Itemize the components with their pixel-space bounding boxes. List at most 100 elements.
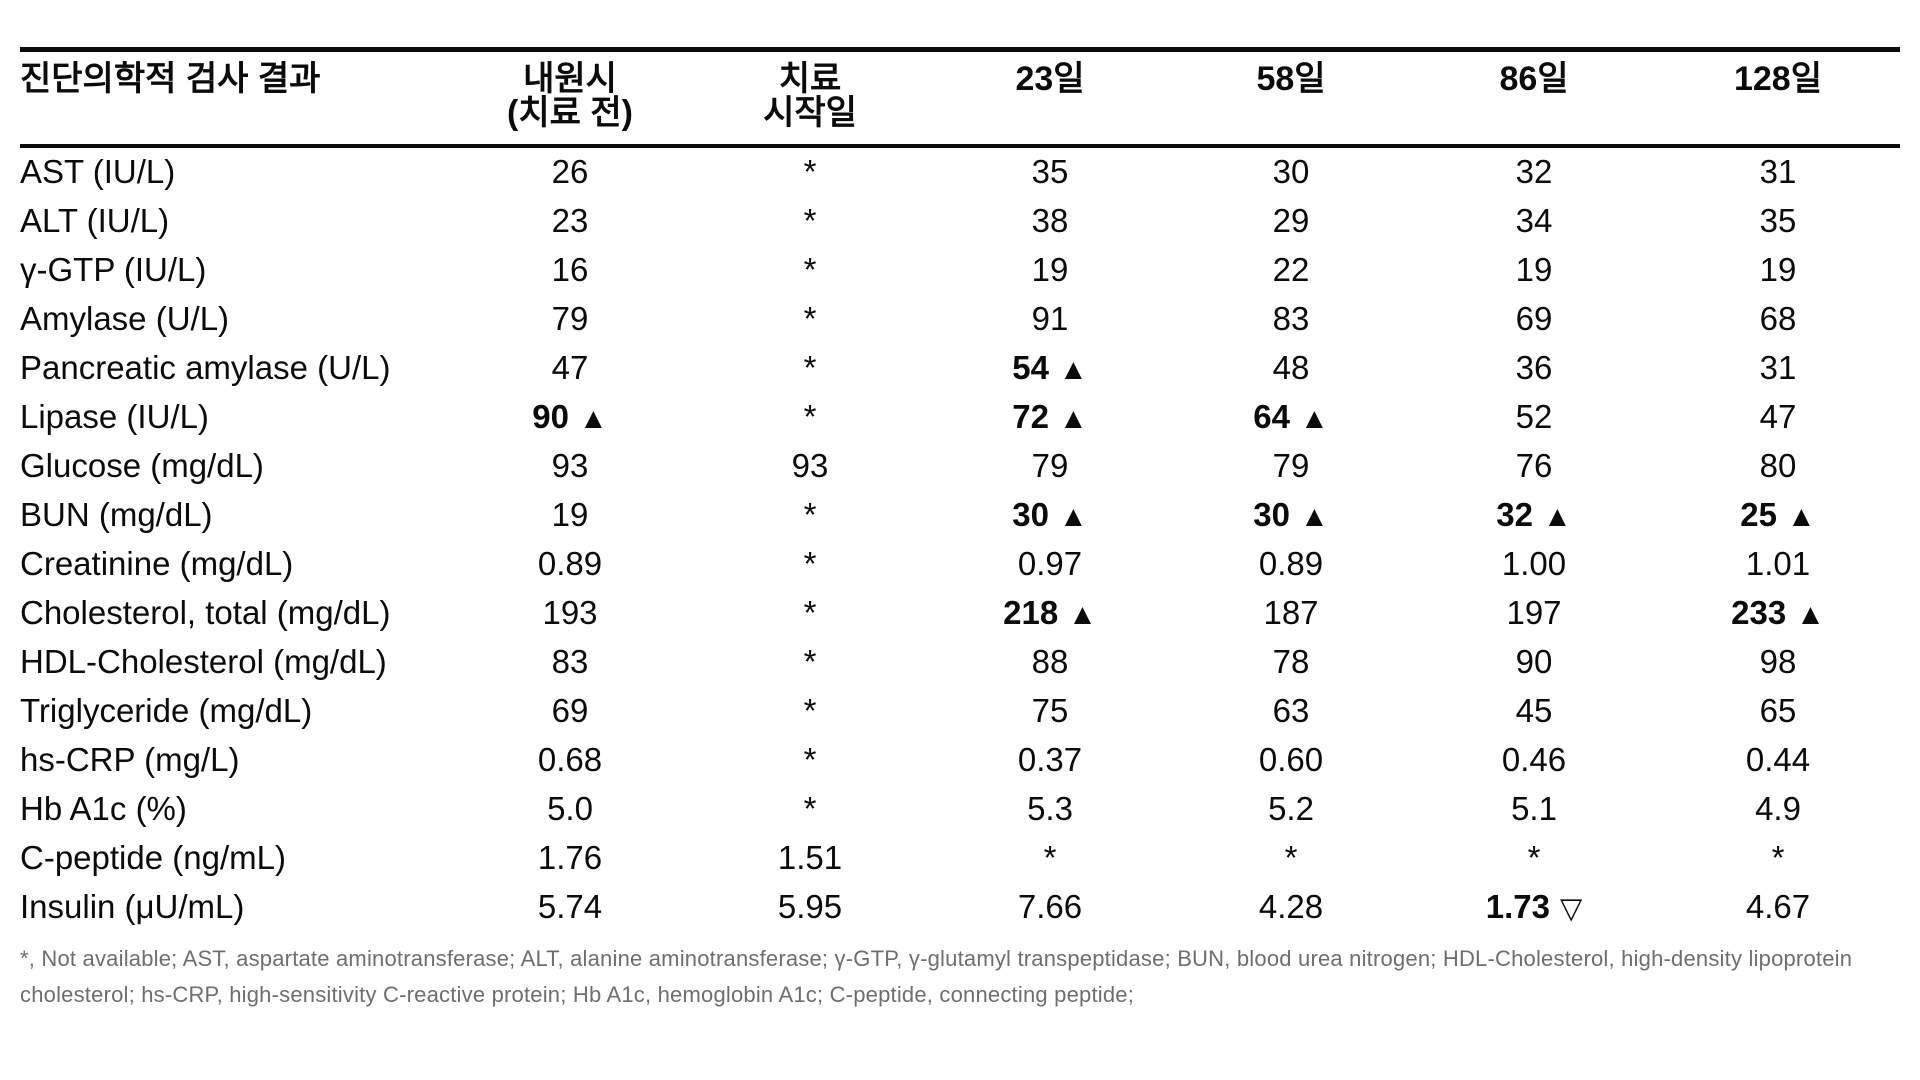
up-triangle-icon: ▲ <box>1300 501 1329 533</box>
value-cell: 19 <box>1656 246 1900 295</box>
cell-value: 38 <box>1031 202 1069 239</box>
value-cell: 91 <box>930 295 1170 344</box>
up-triangle-icon: ▲ <box>1543 501 1572 533</box>
value-cell: * <box>690 246 930 295</box>
header-line: 23일 <box>1015 60 1085 98</box>
cell-value: 69 <box>1515 300 1553 337</box>
value-cell: * <box>1170 834 1412 883</box>
cell-value: 78 <box>1272 643 1310 680</box>
cell-value: 63 <box>1272 692 1310 729</box>
table-row: γ-GTP (IU/L) 16 * 19 22 19 19 <box>20 246 1900 295</box>
value-cell: 0.46 <box>1412 736 1656 785</box>
cell-value: 79 <box>1272 447 1310 484</box>
up-triangle-icon: ▲ <box>579 403 608 435</box>
cell-value: * <box>1527 839 1541 876</box>
cell-value: 45 <box>1515 692 1553 729</box>
cell-value: 72 <box>1012 398 1049 435</box>
cell-value: 52 <box>1515 398 1553 435</box>
value-cell: 0.37 <box>930 736 1170 785</box>
value-cell: 0.60 <box>1170 736 1412 785</box>
row-label: Pancreatic amylase (U/L) <box>20 349 391 386</box>
cell-value: * <box>803 496 817 533</box>
value-cell: * <box>690 197 930 246</box>
value-cell: 5.74 <box>450 883 690 932</box>
cell-value: 22 <box>1272 251 1310 288</box>
value-cell: 19 <box>450 491 690 540</box>
cell-value: * <box>1043 839 1057 876</box>
cell-value: 5.0 <box>547 790 593 827</box>
value-cell: 79 <box>930 442 1170 491</box>
table-row: Triglyceride (mg/dL) 69 * 75 63 45 65 <box>20 687 1900 736</box>
row-label: Glucose (mg/dL) <box>20 447 264 484</box>
cell-value: * <box>803 300 817 337</box>
value-cell: 93 <box>450 442 690 491</box>
cell-value: 65 <box>1759 692 1797 729</box>
value-cell: 0.68 <box>450 736 690 785</box>
value-cell: 79 <box>1170 442 1412 491</box>
value-cell: 47 <box>450 344 690 393</box>
cell-value: 5.95 <box>777 888 843 925</box>
value-cell: 45 <box>1412 687 1656 736</box>
value-cell: 233 ▲ <box>1656 589 1900 638</box>
value-cell: 90 <box>1412 638 1656 687</box>
value-cell: 93 <box>690 442 930 491</box>
cell-value: * <box>803 349 817 386</box>
cell-value: 19 <box>1031 251 1069 288</box>
table-row: AST (IU/L) 26 * 35 30 32 31 <box>20 146 1900 197</box>
value-cell: * <box>690 785 930 834</box>
value-cell: * <box>690 344 930 393</box>
cell-value: 1.01 <box>1745 545 1811 582</box>
cell-value: 34 <box>1515 202 1553 239</box>
header-line: 86일 <box>1499 60 1569 98</box>
value-cell: 35 <box>1656 197 1900 246</box>
header-row: 진단의학적 검사 결과 내원시 (치료 전) 치료 시작일 23일 58일 86일 128일 <box>20 49 1900 148</box>
cell-value: 0.97 <box>1017 545 1083 582</box>
value-cell: 187 <box>1170 589 1412 638</box>
value-cell: 36 <box>1412 344 1656 393</box>
value-cell: 25 ▲ <box>1656 491 1900 540</box>
column-header-tests: 진단의학적 검사 결과 <box>20 49 450 148</box>
table-row: hs-CRP (mg/L) 0.68 * 0.37 0.60 0.46 0.44 <box>20 736 1900 785</box>
value-cell: 29 <box>1170 197 1412 246</box>
cell-value: 26 <box>551 153 589 190</box>
value-cell: 7.66 <box>930 883 1170 932</box>
value-cell: 54 ▲ <box>930 344 1170 393</box>
row-label: Insulin (μU/mL) <box>20 888 245 925</box>
cell-value: 69 <box>551 692 589 729</box>
value-cell: 19 <box>1412 246 1656 295</box>
value-cell: 32 ▲ <box>1412 491 1656 540</box>
cell-value: 1.51 <box>777 839 843 876</box>
column-header: 86일 <box>1412 49 1656 148</box>
value-cell: 31 <box>1656 344 1900 393</box>
value-cell: 22 <box>1170 246 1412 295</box>
table-row: HDL-Cholesterol (mg/dL) 83 * 88 78 90 98 <box>20 638 1900 687</box>
table-header: 진단의학적 검사 결과 내원시 (치료 전) 치료 시작일 23일 58일 86일 128일 <box>20 49 1900 148</box>
value-cell: 4.9 <box>1656 785 1900 834</box>
cell-value: * <box>803 251 817 288</box>
table-row: Cholesterol, total (mg/dL) 193 * 218 ▲ 187 197… <box>20 589 1900 638</box>
down-triangle-icon: ▽ <box>1559 893 1583 925</box>
value-cell: 30 <box>1170 146 1412 197</box>
cell-value: 98 <box>1759 643 1797 680</box>
cell-value: 79 <box>1031 447 1069 484</box>
table-body: AST (IU/L) 26 * 35 30 32 31 ALT (IU/L) 23 * 38 29 34… <box>20 146 1900 932</box>
up-triangle-icon: ▲ <box>1059 403 1088 435</box>
value-cell: 83 <box>1170 295 1412 344</box>
cell-value: * <box>803 594 817 631</box>
cell-value: 30 <box>1272 153 1310 190</box>
cell-value: 35 <box>1759 202 1797 239</box>
cell-value: 31 <box>1759 153 1797 190</box>
value-cell: 1.01 <box>1656 540 1900 589</box>
value-cell: 218 ▲ <box>930 589 1170 638</box>
cell-value: 93 <box>791 447 829 484</box>
cell-value: 68 <box>1759 300 1797 337</box>
table-row: Insulin (μU/mL) 5.74 5.95 7.66 4.28 1.73 ▽ 4.67 <box>20 883 1900 932</box>
table-footnote: *, Not available; AST, aspartate aminotr… <box>20 946 1853 1007</box>
value-cell: 79 <box>450 295 690 344</box>
cell-value: 36 <box>1515 349 1553 386</box>
cell-value: 75 <box>1031 692 1069 729</box>
value-cell: 0.89 <box>450 540 690 589</box>
cell-value: * <box>803 790 817 827</box>
value-cell: 193 <box>450 589 690 638</box>
